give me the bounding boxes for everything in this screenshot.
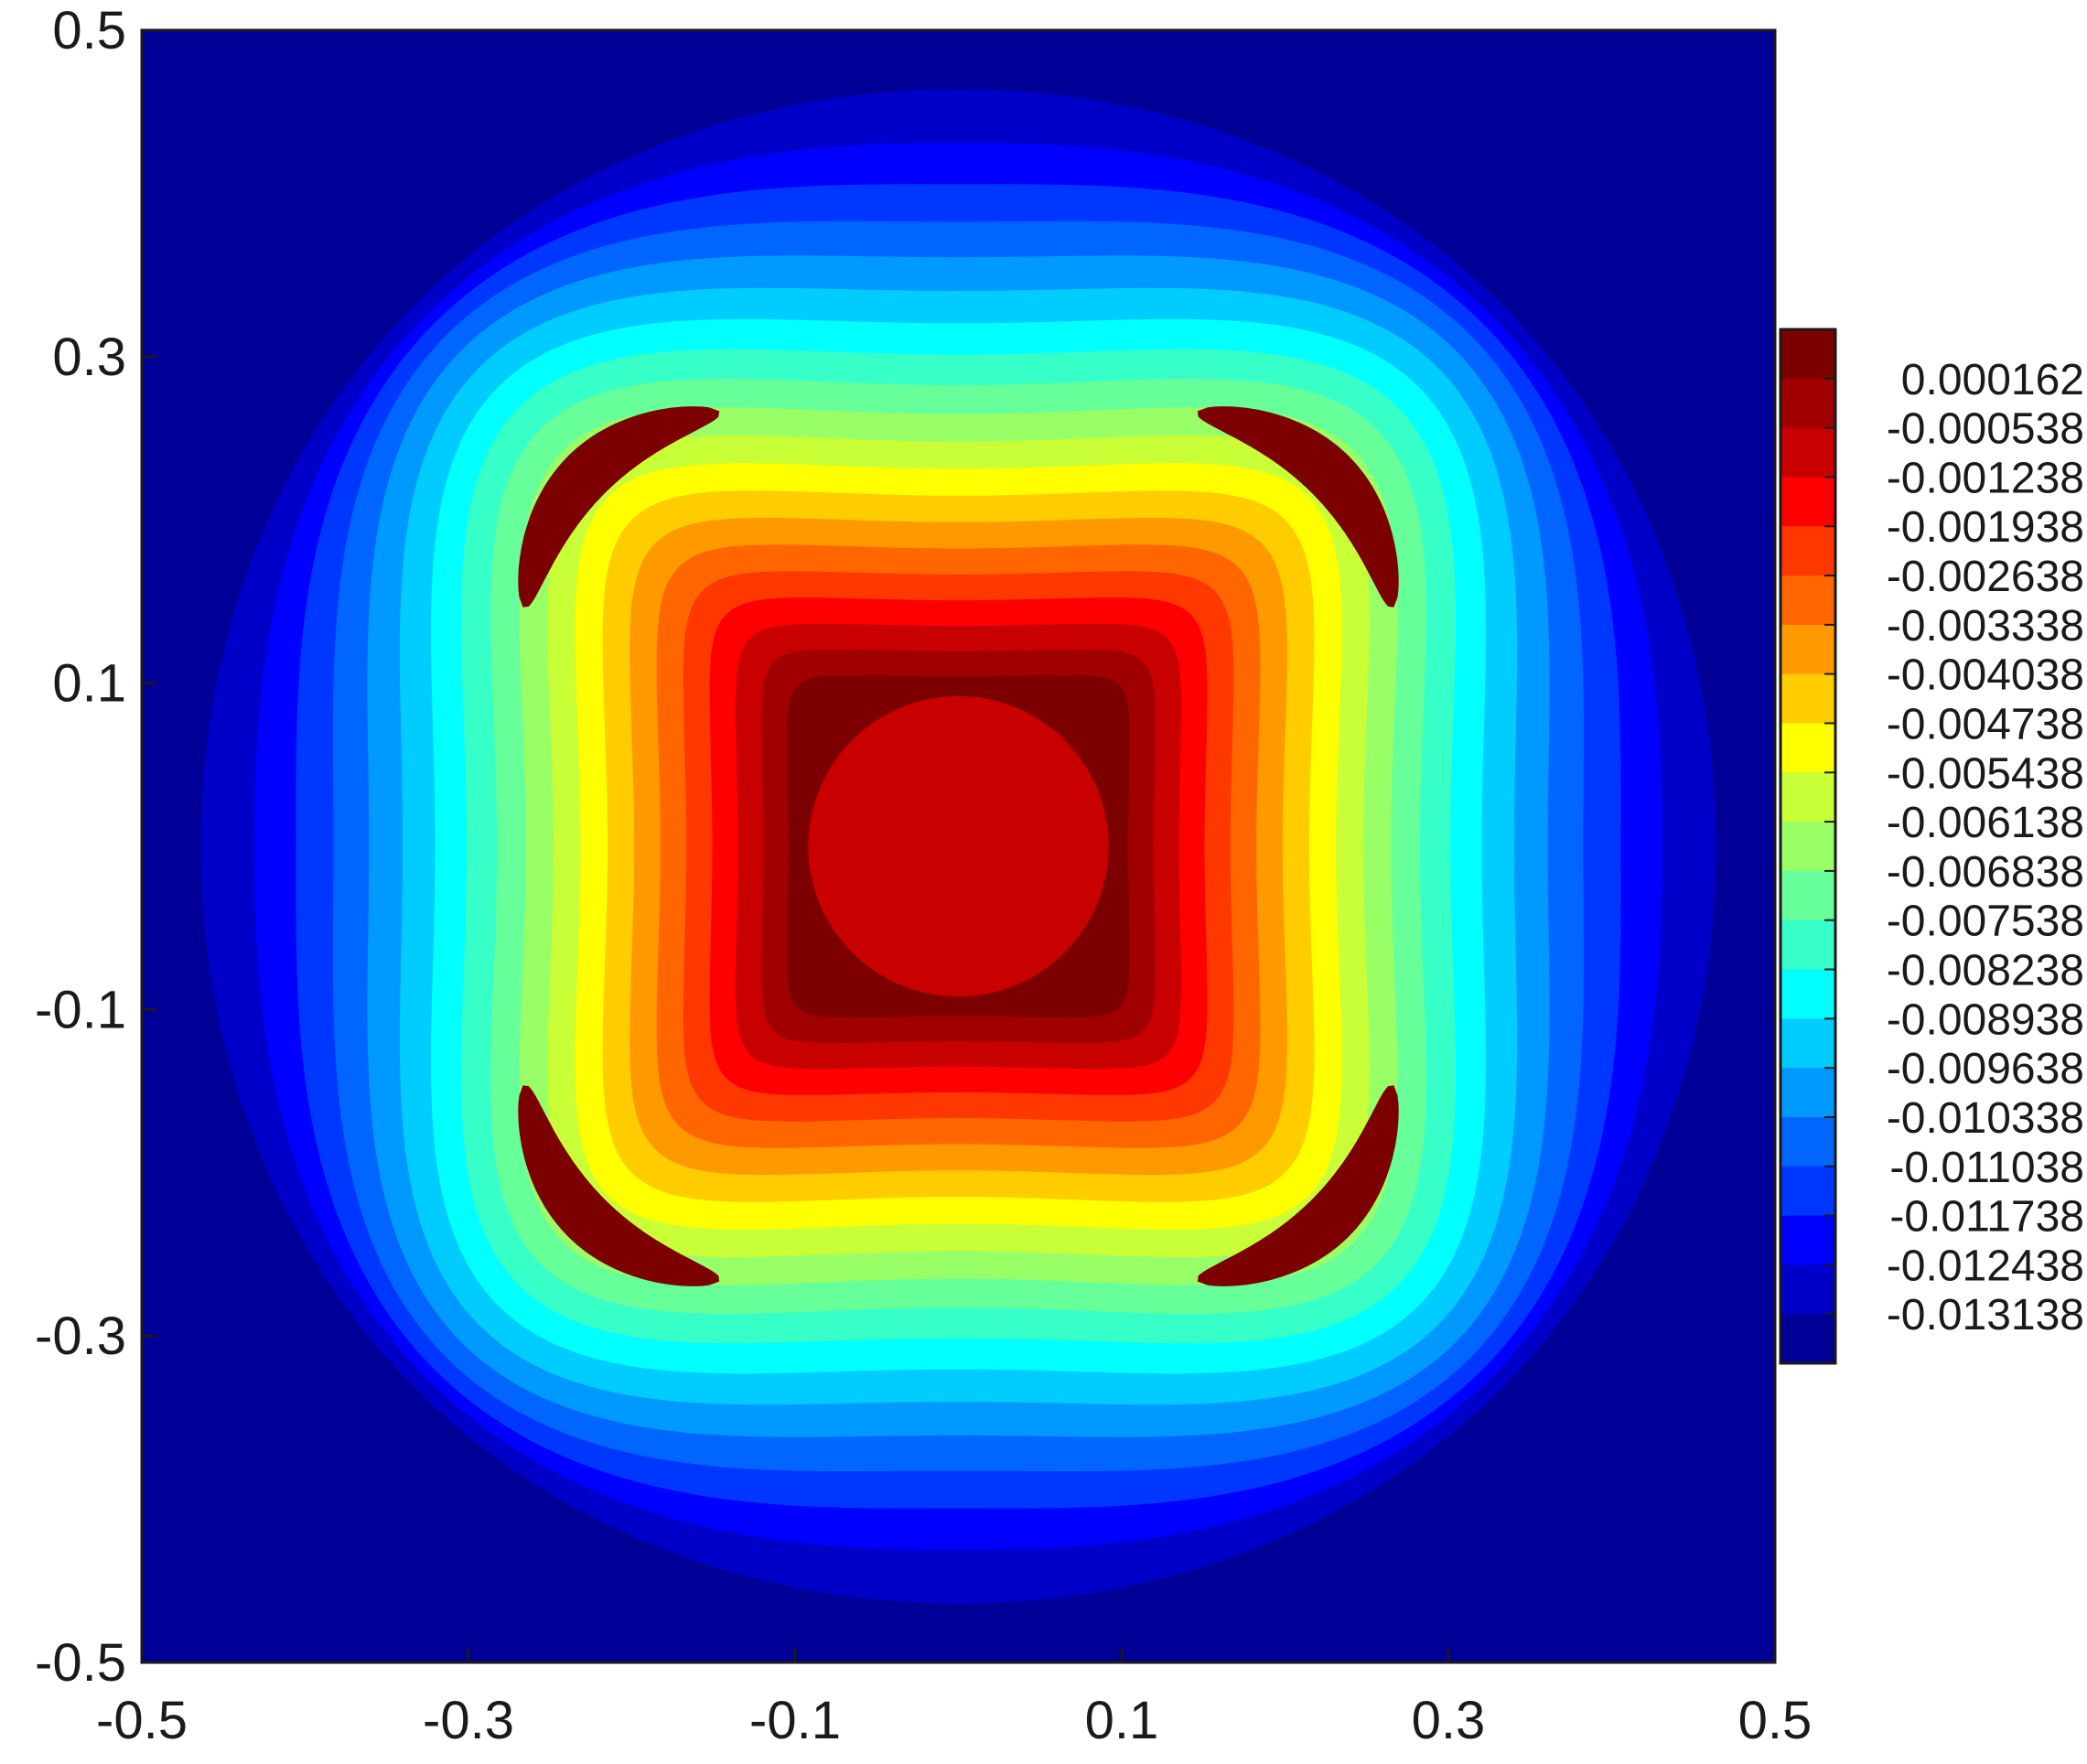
colorbar-label: -0.004738 xyxy=(1887,700,2084,748)
y-axis: 0.5 0.3 0.1 -0.1 -0.3 -0.5 xyxy=(35,1,156,1693)
colorbar-swatch xyxy=(1780,624,1835,675)
colorbar-swatch xyxy=(1780,575,1835,626)
colorbar-label: -0.013138 xyxy=(1887,1291,2084,1339)
local-max-1 xyxy=(518,406,720,608)
colorbar-swatch xyxy=(1780,1068,1835,1118)
colorbar: 0.000162-0.000538-0.001238-0.001938-0.00… xyxy=(1779,328,2084,1365)
colorbar-label: 0.000162 xyxy=(1901,356,2084,404)
contour-bands xyxy=(200,89,1716,1604)
colorbar-swatch xyxy=(1780,1314,1835,1364)
y-tick-label: -0.3 xyxy=(35,1307,126,1366)
colorbar-label: -0.001238 xyxy=(1887,454,2084,502)
colorbar-swatch xyxy=(1780,772,1835,823)
colorbar-swatch xyxy=(1780,969,1835,1019)
colorbar-label: -0.008238 xyxy=(1887,947,2084,995)
colorbar-swatch xyxy=(1780,1215,1835,1265)
colorbar-swatch xyxy=(1780,1166,1835,1217)
colorbar-label: -0.001938 xyxy=(1887,503,2084,552)
colorbar-swatch xyxy=(1780,526,1835,576)
colorbar-swatch xyxy=(1780,870,1835,921)
colorbar-label: -0.000538 xyxy=(1887,405,2084,454)
colorbar-frame xyxy=(1779,328,1837,1365)
colorbar-label: -0.007538 xyxy=(1887,898,2084,946)
y-tick-label: -0.1 xyxy=(35,980,126,1039)
y-tick-label: -0.5 xyxy=(35,1633,126,1693)
x-tick-label: 0.3 xyxy=(1412,1691,1486,1750)
colorbar-swatch xyxy=(1780,673,1835,725)
center-dip xyxy=(808,695,1109,997)
colorbar-label: -0.011038 xyxy=(1889,1144,2084,1192)
colorbar-swatch xyxy=(1780,1018,1835,1069)
colorbar-label: -0.010338 xyxy=(1887,1094,2084,1143)
x-tick-label: -0.5 xyxy=(96,1691,188,1750)
colorbar-label: -0.009638 xyxy=(1887,1045,2084,1093)
x-tick-label: -0.3 xyxy=(423,1691,514,1750)
contour-features xyxy=(518,406,1399,1286)
colorbar-swatch xyxy=(1780,920,1835,971)
colorbar-swatch xyxy=(1780,723,1835,773)
plot-frame xyxy=(140,28,1777,1664)
x-tick-label: 0.5 xyxy=(1738,1691,1813,1750)
colorbar-label: -0.008938 xyxy=(1887,995,2084,1044)
colorbar-label: -0.003338 xyxy=(1887,602,2084,651)
y-tick-label: 0.3 xyxy=(52,328,126,387)
local-max-2 xyxy=(518,1085,720,1286)
colorbar-label: -0.012438 xyxy=(1887,1242,2084,1290)
colorbar-swatch xyxy=(1780,427,1835,479)
colorbar-swatch xyxy=(1780,1116,1835,1167)
local-max-0 xyxy=(1197,406,1399,608)
colorbar-label: -0.002638 xyxy=(1887,553,2084,601)
colorbar-label: -0.006138 xyxy=(1887,799,2084,847)
colorbar-label: -0.011738 xyxy=(1889,1193,2084,1242)
y-tick-label: 0.1 xyxy=(52,654,126,714)
colorbar-label: -0.005438 xyxy=(1887,749,2084,798)
x-tick-label: -0.1 xyxy=(749,1691,841,1750)
colorbar-swatch xyxy=(1780,822,1835,872)
colorbar-swatch xyxy=(1780,477,1835,527)
colorbar-swatch xyxy=(1780,378,1835,429)
x-axis: -0.5 -0.3 -0.1 0.1 0.3 0.5 xyxy=(96,1648,1812,1750)
x-tick-label: 0.1 xyxy=(1085,1691,1159,1750)
colorbar-swatch xyxy=(1780,1264,1835,1315)
local-max-3 xyxy=(1197,1085,1399,1286)
colorbar-swatch xyxy=(1780,329,1835,380)
colorbar-label: -0.004038 xyxy=(1887,651,2084,700)
colorbar-label: -0.006838 xyxy=(1887,848,2084,897)
y-tick-label: 0.5 xyxy=(52,1,126,60)
